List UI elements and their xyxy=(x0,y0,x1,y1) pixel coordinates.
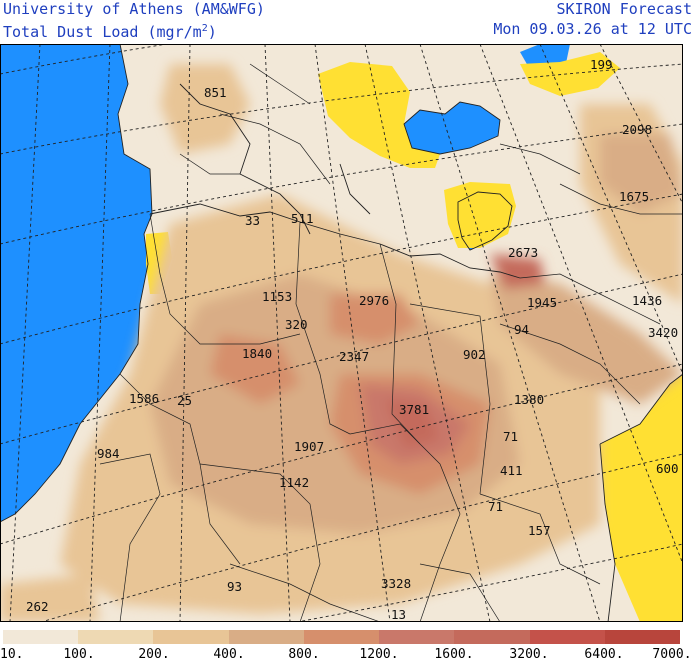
scale-label: 1200. xyxy=(359,647,399,662)
forecast-date: Mon 09.03.26 at 12 UTC xyxy=(493,20,692,38)
product-title: Total Dust Load (mgr/m2) xyxy=(3,20,217,41)
value-label: 2347 xyxy=(339,349,369,364)
scale-label: 1600. xyxy=(434,647,474,662)
value-label: 320 xyxy=(285,317,308,332)
atlantic-ocean xyxy=(0,44,152,522)
value-label: 199 xyxy=(590,57,613,72)
product-title-end: ) xyxy=(207,23,217,41)
value-label: 851 xyxy=(204,85,227,100)
graticule xyxy=(0,44,683,622)
value-label: 1380 xyxy=(514,392,544,407)
dust-load-map: 851 199 2098 1675 33 511 2673 1153 2976 … xyxy=(0,44,683,622)
map-frame xyxy=(0,44,683,622)
value-label: 411 xyxy=(500,463,523,478)
scale-swatch-8 xyxy=(529,630,605,644)
scale-label: 3200. xyxy=(509,647,549,662)
value-label: 1436 xyxy=(632,293,662,308)
scale-label: 400. xyxy=(213,647,245,662)
value-label: 1142 xyxy=(279,475,309,490)
scale-label: 6400. xyxy=(584,647,624,662)
product-title-exponent: 2 xyxy=(201,23,208,34)
value-label: 511 xyxy=(291,211,314,226)
value-label: 984 xyxy=(97,446,120,461)
value-label: 600 xyxy=(656,461,679,476)
value-label: 3328 xyxy=(381,576,411,591)
scale-label: 800. xyxy=(288,647,320,662)
color-scale-bar xyxy=(3,630,680,644)
product-title-main: Total Dust Load (mgr/m xyxy=(3,23,202,41)
value-label: 3420 xyxy=(648,325,678,340)
low-zone-east xyxy=(600,374,683,622)
forecast-label: SKIRON Forecast xyxy=(556,0,692,18)
value-label: 1840 xyxy=(242,346,272,361)
scale-swatch-9 xyxy=(604,630,680,644)
value-label: 1945 xyxy=(527,295,557,310)
scale-swatch-5 xyxy=(303,630,380,644)
coastlines xyxy=(0,44,683,622)
value-label: 94 xyxy=(514,322,529,337)
scale-label: 100. xyxy=(63,647,95,662)
value-label: 71 xyxy=(503,429,518,444)
value-label: 25 xyxy=(177,393,192,408)
dust-value-labels: 851 199 2098 1675 33 511 2673 1153 2976 … xyxy=(26,57,679,622)
value-label: 1586 xyxy=(129,391,159,406)
value-label: 71 xyxy=(488,499,503,514)
value-label: 1153 xyxy=(262,289,292,304)
value-label: 13 xyxy=(391,607,406,622)
value-label: 2098 xyxy=(622,122,652,137)
value-label: 262 xyxy=(26,599,49,614)
color-scale-labels: 10. 100. 200. 400. 800. 1200. 1600. 3200… xyxy=(0,647,700,662)
value-label: 2976 xyxy=(359,293,389,308)
country-borders xyxy=(99,63,683,622)
scale-swatch-4 xyxy=(228,630,304,644)
black-sea xyxy=(404,102,500,154)
value-label: 93 xyxy=(227,579,242,594)
value-label: 1675 xyxy=(619,189,649,204)
scale-label: 10. xyxy=(0,647,24,662)
scale-label: 200. xyxy=(138,647,170,662)
value-label: 1907 xyxy=(294,439,324,454)
value-label: 3781 xyxy=(399,402,429,417)
low-zone-caspian xyxy=(444,182,516,248)
scale-swatch-3 xyxy=(153,630,229,644)
value-label: 902 xyxy=(463,347,486,362)
model-credit: University of Athens (AM&WFG) xyxy=(3,0,265,18)
value-label: 33 xyxy=(245,213,260,228)
scale-swatch-2 xyxy=(78,630,154,644)
scale-swatch-7 xyxy=(454,630,530,644)
scale-swatch-1 xyxy=(3,630,79,644)
scale-swatch-6 xyxy=(379,630,455,644)
value-label: 157 xyxy=(528,523,551,538)
value-label: 2673 xyxy=(508,245,538,260)
scale-label: 7000. xyxy=(652,647,692,662)
